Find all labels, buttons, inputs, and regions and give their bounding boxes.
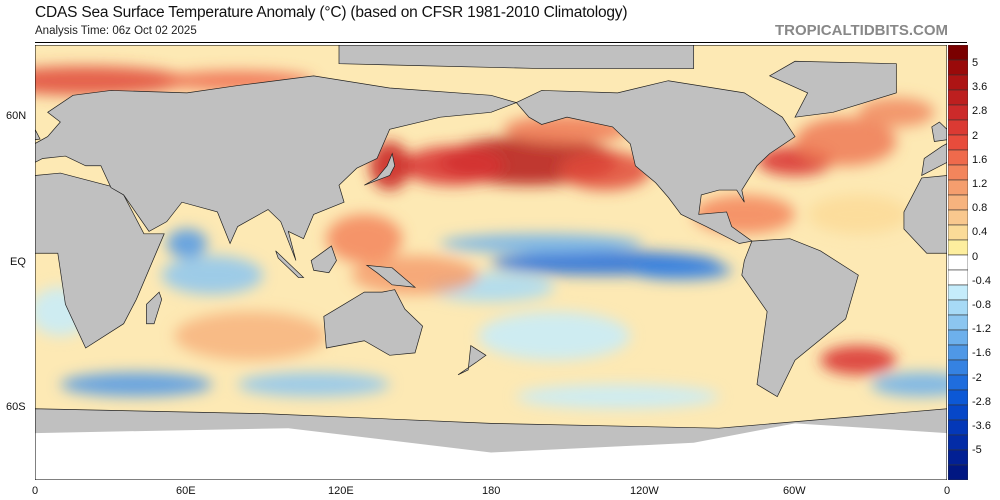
anomaly-region (237, 372, 390, 397)
land-japan (364, 152, 396, 186)
lon-label-180: 180 (482, 485, 501, 497)
lat-label-60n: 60N (6, 110, 27, 122)
colorbar-label: 0.8 (972, 202, 988, 215)
land-africa (903, 175, 947, 254)
colorbar-label: 2.8 (972, 105, 988, 118)
map-title: CDAS Sea Surface Temperature Anomaly (°C… (35, 4, 628, 21)
colorbar-segment (948, 464, 968, 480)
colorbar-segment (948, 269, 968, 286)
lat-label-eq: EQ (10, 256, 26, 268)
anomaly-region (351, 255, 479, 295)
lon-label-0-east: 0 (944, 485, 951, 497)
land-sumatra (275, 250, 305, 278)
brand-watermark: TROPICALTIDBITS.COM (774, 22, 948, 39)
anomaly-region (807, 194, 909, 234)
colorbar-segment (948, 314, 968, 331)
colorbar-label: -1.2 (972, 323, 991, 336)
colorbar-segment (948, 59, 968, 76)
land-newzealand (457, 344, 487, 376)
colorbar-segment (948, 404, 968, 421)
colorbar-label: 1.2 (972, 178, 988, 190)
land-newguinea (365, 264, 417, 288)
colorbar-label: -5 (972, 444, 982, 457)
lon-label-60w: 60W (783, 485, 806, 497)
land-uk (35, 128, 41, 141)
anomaly-region (174, 311, 327, 361)
land-australia (323, 289, 423, 356)
land-arctic (338, 45, 695, 69)
colorbar-label: -2.8 (972, 395, 991, 408)
colorbar-label: -0.4 (972, 274, 991, 287)
colorbar-segment (948, 449, 968, 466)
colorbar-segment (948, 119, 968, 136)
land-africa (35, 172, 165, 349)
colorbar-segment (948, 134, 968, 151)
colorbar-segment (948, 104, 968, 121)
colorbar-label: -0.8 (972, 299, 991, 311)
land-borneo (310, 245, 337, 274)
anomaly-region (478, 311, 631, 361)
colorbar-segment (948, 164, 968, 181)
colorbar-label: -3.6 (972, 420, 991, 432)
anomaly-region (820, 345, 897, 375)
colorbar-label: 0 (972, 250, 979, 263)
land-northamerica (515, 80, 796, 244)
lon-label-60e: 60E (176, 485, 196, 497)
colorbar-segment (948, 254, 968, 271)
anomaly-region (559, 151, 651, 191)
colorbar-segment (948, 89, 968, 106)
anomaly-region (326, 214, 403, 263)
colorbar-segment (948, 224, 968, 241)
anomaly-region (440, 233, 643, 254)
lon-label-120e: 120E (328, 485, 354, 497)
colorbar-segment (948, 74, 968, 91)
anomaly-region (60, 372, 213, 397)
colorbar-segment (948, 284, 968, 301)
colorbar-segment (948, 359, 968, 376)
land-eurasia (35, 75, 518, 261)
land-greenland (768, 60, 897, 118)
colorbar-label: 2 (972, 129, 979, 142)
antarctica (35, 423, 947, 480)
anomaly-region (402, 146, 504, 186)
colorbar-label: 3.6 (972, 81, 988, 94)
colorbar-segment (948, 149, 968, 166)
land-southamerica (741, 238, 859, 398)
colorbar-segment (948, 329, 968, 346)
colorbar-segment (948, 299, 968, 316)
anomaly-region (161, 255, 263, 295)
anomaly-region (858, 97, 935, 127)
colorbar-label: -1.6 (972, 347, 991, 360)
anomaly-region (516, 384, 719, 409)
anomaly-region (35, 66, 187, 96)
colorbar-segment (948, 179, 968, 196)
lon-label-0: 0 (32, 485, 39, 497)
colorbar-segment (948, 374, 968, 391)
anomaly-region (871, 372, 947, 397)
sst-anomaly-map (35, 45, 947, 480)
colorbar-label: 5 (972, 57, 979, 69)
lon-label-120w: 120W (630, 485, 659, 497)
land-uk (931, 121, 947, 142)
analysis-time: Analysis Time: 06z Oct 02 2025 (35, 25, 197, 37)
land-eurasia (921, 143, 947, 177)
anomaly-region (795, 117, 897, 166)
colorbar-segment (948, 389, 968, 406)
colorbar-segment (948, 194, 968, 211)
colorbar-segment (948, 239, 968, 256)
colorbar-segment (948, 344, 968, 361)
anomaly-region (166, 228, 208, 259)
colorbar-label: 1.6 (972, 153, 988, 166)
lat-label-60s: 60S (6, 401, 26, 413)
colorbar (948, 45, 968, 480)
header-divider (35, 42, 967, 43)
colorbar-segment (948, 209, 968, 226)
colorbar-segment (948, 434, 968, 451)
colorbar-label: 0.4 (972, 226, 988, 239)
land-madagascar (146, 291, 163, 325)
colorbar-segment (948, 45, 968, 61)
anomaly-region (630, 260, 732, 280)
colorbar-label: -2 (972, 371, 982, 384)
colorbar-segment (948, 419, 968, 436)
